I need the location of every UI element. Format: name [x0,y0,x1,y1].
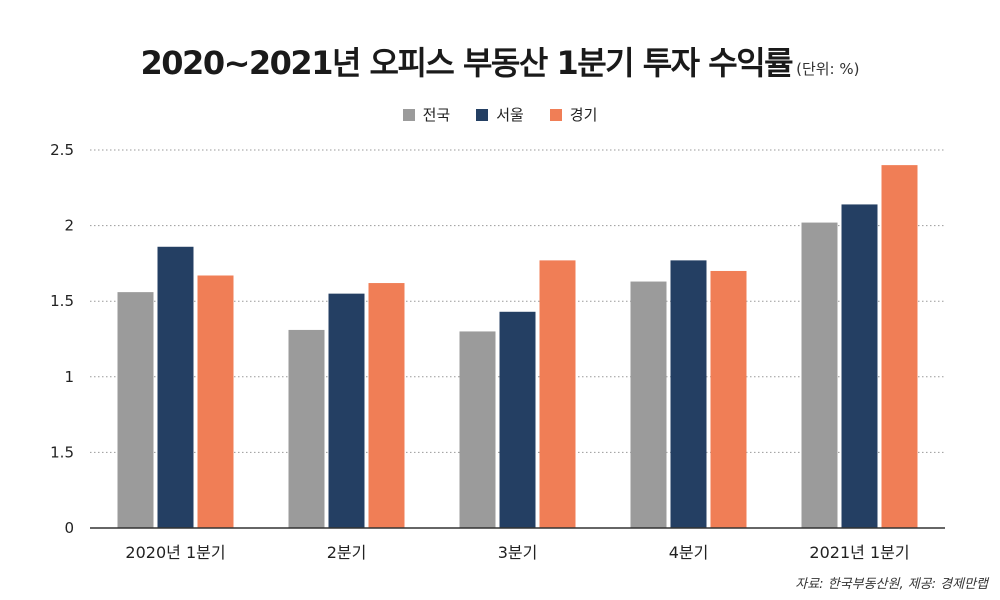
legend-label: 전국 [422,106,451,124]
bar-전국-2 [288,329,325,528]
chart-title: 2020~2021년 오피스 부동산 1분기 투자 수익률 (단위: %) [0,38,1000,84]
bar-서울-2 [328,293,365,528]
chart-title-text: 2020~2021년 오피스 부동산 1분기 투자 수익률 [140,44,794,82]
x-tick-label: 2분기 [327,543,367,562]
legend-label: 서울 [496,106,524,124]
y-tick-label: 0 [64,519,74,537]
y-tick-label: 2.5 [50,141,74,159]
y-tick-label: 1 [64,368,74,386]
x-tick-label: 3분기 [498,543,538,562]
legend-swatch [549,108,562,121]
x-tick-label: 2021년 1분기 [809,543,909,562]
bar-서울-1 [157,246,194,528]
bar-서울-4 [670,260,707,528]
legend-label: 경기 [569,106,598,124]
legend: 전국 서울 경기 [0,104,1000,125]
bar-경기-5 [881,165,918,528]
x-tick-label: 2020년 1분기 [125,543,225,562]
bar-경기-2 [368,283,405,528]
legend-swatch [402,108,415,121]
legend-swatch [476,108,489,121]
y-tick-label: 1.5 [50,292,74,310]
x-tick-label: 4분기 [669,543,709,562]
legend-item: 전국 [402,104,451,125]
legend-item: 경기 [549,104,598,125]
bar-경기-1 [197,275,234,528]
bar-서울-5 [841,204,878,528]
y-tick-label: 2 [64,217,74,235]
bar-전국-1 [117,292,154,528]
unit-note: (단위: %) [796,60,860,78]
source-note: 자료: 한국부동산원, 제공: 경제만랩 [795,577,988,592]
bar-전국-5 [801,222,838,529]
y-tick-label: 1.5 [50,443,74,461]
legend-item: 서울 [476,104,524,125]
bar-경기-4 [710,270,747,528]
bar-전국-3 [459,331,496,528]
bar-서울-3 [499,311,536,528]
bar-전국-4 [630,281,667,528]
bar-경기-3 [539,260,576,528]
